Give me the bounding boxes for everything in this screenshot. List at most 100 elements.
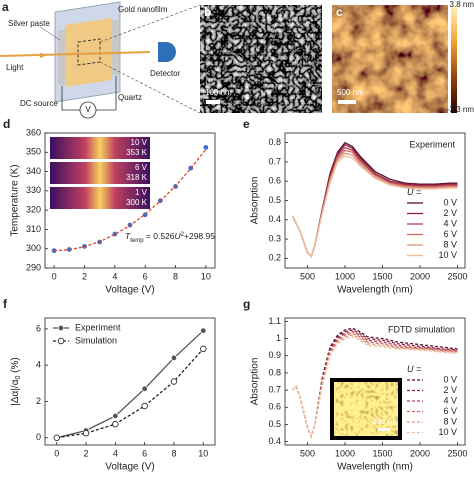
- equation-part: temp: [130, 238, 144, 244]
- leader: [39, 26, 61, 41]
- data-point: [170, 378, 178, 385]
- wire: [61, 76, 117, 111]
- legend-marker: [57, 337, 65, 345]
- x-tick-label: 2: [82, 271, 87, 281]
- y-tick-label: 0: [36, 432, 41, 442]
- x-tick-label: 10: [198, 448, 208, 458]
- y-tick-label: 310: [26, 224, 41, 234]
- equation-part: T: [125, 231, 131, 241]
- panel-label: a: [2, 0, 9, 14]
- equation-part: U: [175, 231, 182, 241]
- legend-label: 10 V: [438, 250, 457, 260]
- afm-texture: [332, 5, 448, 113]
- chart: 500 1000 1500 2000 2500 0.2 0.3 0.4 0.5 0.6 0.7 0.8…: [250, 132, 468, 296]
- axes-frame: [284, 317, 466, 446]
- series-line: [291, 146, 458, 258]
- y-tick-label: 0.8: [268, 137, 281, 147]
- label: DC source: [20, 99, 58, 108]
- x-tick-label: 2000: [410, 448, 430, 458]
- series-line: [56, 330, 204, 439]
- thermal-image: [50, 137, 150, 159]
- y-axis-label-part: 0: [15, 376, 22, 380]
- legend-title: U =: [407, 364, 421, 374]
- y-tick-label: 2: [36, 396, 41, 406]
- inset-voltage: 6 V: [135, 163, 148, 172]
- series-line: [291, 141, 458, 258]
- x-tick-label: 1500: [372, 448, 392, 458]
- legend-label: Experiment: [75, 322, 121, 332]
- panel-label: b: [204, 5, 211, 19]
- data-point: [200, 345, 207, 353]
- equation-part: +298.95: [184, 231, 215, 241]
- label: Quartz: [118, 93, 142, 102]
- y-tick-label: 300: [26, 243, 41, 253]
- inset-temperature: 353 K: [126, 148, 148, 157]
- inset-scale: 200 nm: [373, 419, 397, 426]
- panel-label: c: [336, 5, 343, 19]
- series-line: [292, 336, 458, 439]
- x-tick-label: 1000: [335, 271, 355, 281]
- data-point: [112, 420, 119, 428]
- y-axis-label-part: |Δα|/α: [10, 379, 21, 405]
- x-tick-label: 4: [113, 448, 118, 458]
- y-axis-label: Absorption: [250, 177, 261, 225]
- x-tick-label: 500: [300, 271, 315, 281]
- legend-label: 8 V: [443, 239, 457, 249]
- data-point: [141, 385, 148, 392]
- silver-paste: [112, 20, 119, 75]
- legend-label: 4 V: [443, 395, 457, 405]
- data-point: [170, 354, 178, 362]
- annotation: Experiment: [409, 139, 455, 149]
- x-tick-label: 1500: [372, 271, 392, 281]
- colorbar-max: 3.8 nm: [450, 0, 474, 9]
- legend-title: U =: [407, 187, 421, 197]
- y-axis-label-part: (%): [10, 357, 21, 375]
- legend-label: 0 V: [443, 374, 457, 384]
- inset-temperature: 300 K: [126, 198, 148, 207]
- x-tick-label: 0: [54, 448, 59, 458]
- arrow: [40, 53, 48, 58]
- y-tick-label: 6: [36, 323, 41, 333]
- series-line: [56, 348, 204, 439]
- y-tick-label: 0.6: [268, 176, 281, 186]
- colorbar: [451, 5, 457, 113]
- gold-film: [65, 18, 112, 87]
- x-tick-label: 8: [173, 271, 178, 281]
- label: Gold nanofilm: [118, 5, 168, 14]
- light-beam: [0, 51, 151, 57]
- x-tick-label: 4: [112, 271, 117, 281]
- chart: 200 nm 500 1000 1500 2000 2500 0.4 0.5 0.6 0.7 0.8…: [250, 316, 468, 473]
- schematic: a V Silver paste Gold nanofilm Light Det…: [0, 0, 201, 119]
- x-tick-label: 2: [84, 448, 89, 458]
- y-tick-label: 0.7: [268, 156, 281, 166]
- legend-label: 2 V: [443, 208, 457, 218]
- legend-label: 10 V: [438, 427, 457, 437]
- x-tick-label: 2500: [447, 271, 467, 281]
- panel-label: f: [3, 297, 8, 311]
- y-tick-label: 0.8: [268, 367, 281, 377]
- colorbar-min: -3.3 nm: [447, 105, 474, 114]
- x-tick-label: 2500: [447, 448, 467, 458]
- series-line: [291, 143, 458, 258]
- y-tick-label: 0.5: [268, 195, 281, 205]
- y-tick-label: 0.4: [268, 214, 281, 224]
- x-tick-label: 6: [143, 271, 148, 281]
- axes-frame: [284, 132, 466, 269]
- inset-temperature: 318 K: [126, 173, 148, 182]
- axes-frame: [44, 317, 216, 446]
- y-tick-label: 1.1: [268, 316, 281, 326]
- x-tick-label: 2000: [410, 271, 430, 281]
- scale-bar: [206, 100, 220, 104]
- y-tick-label: 0.6: [268, 402, 281, 412]
- y-tick-label: 4: [36, 360, 41, 370]
- y-tick-label: 360: [26, 127, 41, 137]
- x-tick-label: 8: [171, 448, 176, 458]
- y-axis-label: Absorption: [250, 358, 261, 406]
- zoom-line: [99, 61, 201, 114]
- sem-image: b 100 nm: [200, 5, 322, 113]
- voltmeter: [79, 101, 97, 119]
- data-point: [202, 144, 210, 151]
